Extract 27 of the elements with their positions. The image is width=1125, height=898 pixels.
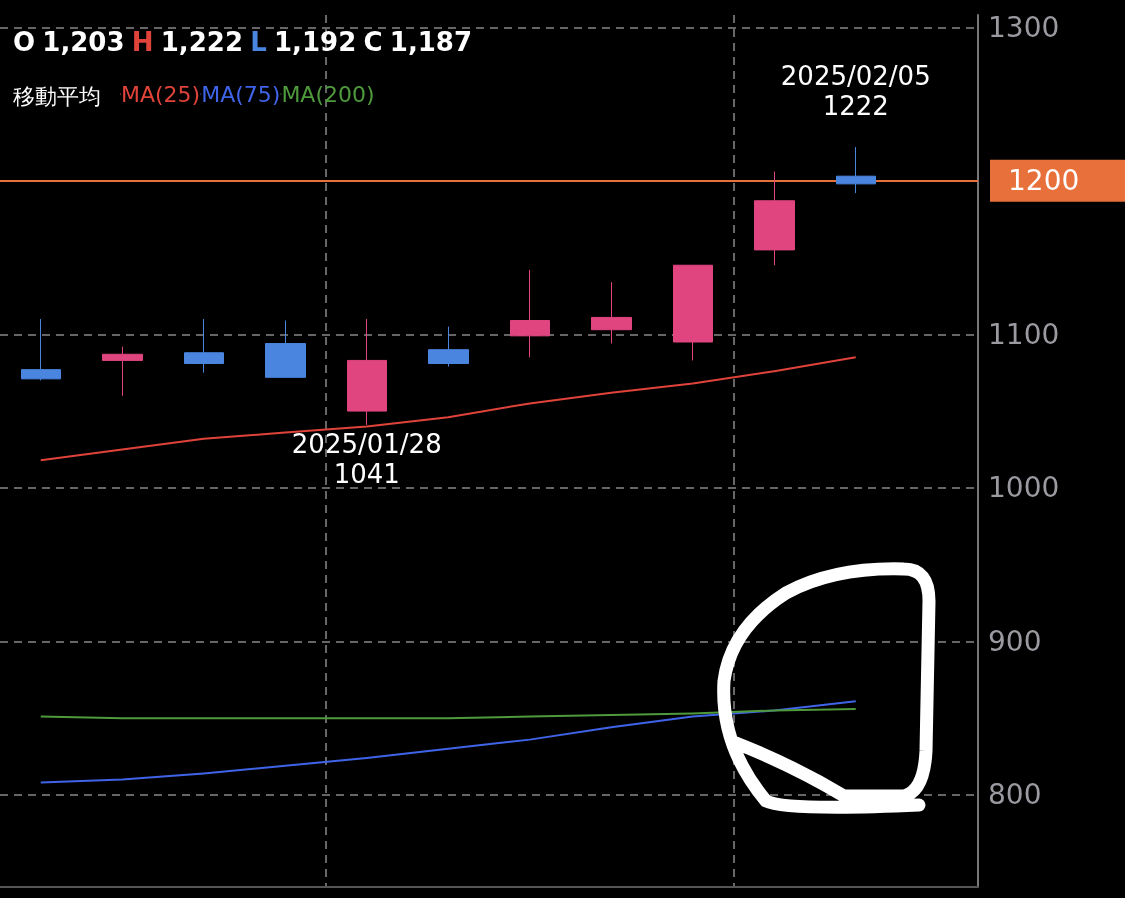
candlestick	[347, 318, 387, 426]
candlestick	[836, 146, 876, 194]
text: O 1,203 H 1,222 L 1,192 C 1,187	[13, 27, 473, 57]
legend-label: MA(75)	[201, 81, 281, 107]
candlestick	[754, 171, 795, 266]
candlestick	[673, 264, 713, 361]
y-tick-label: 900	[988, 624, 1042, 658]
y-tick-label: 1100	[988, 317, 1060, 351]
annotation: 2025/01/28 1041	[291, 428, 442, 489]
line-series	[39, 356, 857, 462]
candlestick	[21, 318, 61, 381]
candlestick	[591, 281, 632, 345]
y-tick-label: 1300	[988, 10, 1060, 44]
candlestick	[102, 346, 143, 397]
candlestick	[510, 269, 550, 358]
annotation: 2025/02/05 1222	[780, 61, 931, 122]
legend-label: MA(25)	[121, 81, 201, 107]
y-tick-label: 1000	[988, 471, 1060, 505]
line-series	[39, 707, 857, 720]
line-series	[39, 700, 857, 784]
legend-label: MA(200)	[281, 81, 375, 107]
candlestick	[428, 326, 469, 368]
candlestick	[265, 320, 306, 378]
candlestick	[184, 318, 224, 374]
ref-line-label: 1200	[1008, 164, 1080, 198]
legend-title: 移動平均	[13, 83, 101, 109]
y-tick-label: 800	[988, 778, 1042, 812]
